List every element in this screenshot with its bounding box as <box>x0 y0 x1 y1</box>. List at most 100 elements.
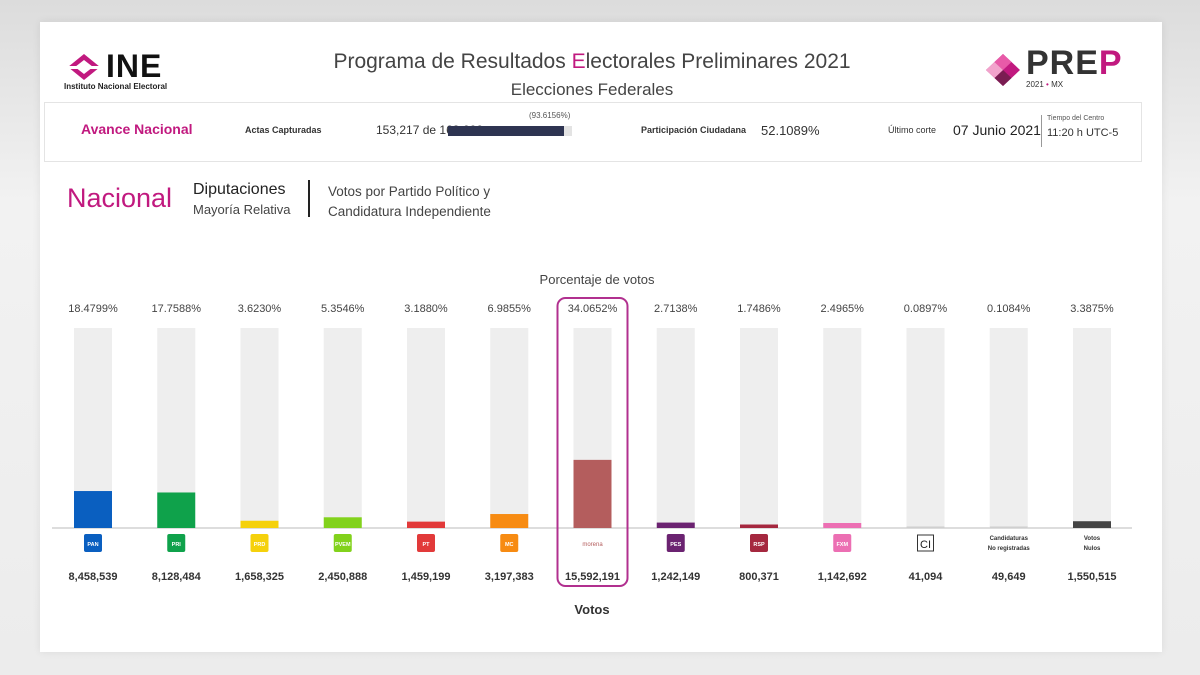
bar-track-pt <box>407 328 445 528</box>
party-label-pt: PT <box>422 542 430 548</box>
vote-count-pvem: 2,450,888 <box>318 571 367 583</box>
section-description-line2: Candidatura Independiente <box>328 204 491 219</box>
election-title[interactable]: Diputaciones <box>193 181 286 198</box>
bar-pan[interactable] <box>74 491 112 528</box>
vote-count-mc: 3,197,383 <box>485 571 534 583</box>
prep-logo-subtitle: 2021 • MX <box>1026 80 1063 89</box>
bar-track-rsp <box>740 328 778 528</box>
section-divider <box>308 180 310 217</box>
party-label-pan: PAN <box>87 542 98 548</box>
percent-label-fxm: 2.4965% <box>821 303 865 315</box>
election-type: Mayoría Relativa <box>193 202 291 217</box>
ine-logo-subtitle: Instituto Nacional Electoral <box>64 82 168 91</box>
party-label-pvem: PVEM <box>335 542 351 548</box>
bar-ci[interactable] <box>906 526 945 529</box>
status-bar: Avance Nacional Actas Capturadas 153,217… <box>44 102 1142 162</box>
vote-count-votos-nulos: 1,550,515 <box>1068 571 1117 583</box>
prep-logo-icon <box>986 54 1020 86</box>
chart-xlabel: Votos <box>574 602 609 617</box>
progress-percentage: (93.6156%) <box>529 111 571 120</box>
page-title-part1: Programa de Resultados <box>333 50 572 73</box>
bar-rsp[interactable] <box>740 524 778 528</box>
party-label-votos-nulos-line1: Votos <box>1084 536 1101 542</box>
ine-logo-text: INE <box>106 48 163 84</box>
percent-label-pri: 17.7588% <box>151 303 201 315</box>
scope-title: Nacional <box>67 183 173 213</box>
percent-label-votos-nulos: 3.3875% <box>1070 303 1114 315</box>
corte-value: 07 Junio 2021 <box>953 122 1041 138</box>
party-label-candidaturas-no-registradas-line2: No registradas <box>988 546 1031 552</box>
party-label-mc: MC <box>505 542 514 548</box>
prep-logo-text-b: P <box>1098 44 1123 82</box>
actas-label: Actas Capturadas <box>245 125 322 135</box>
highlight-frame-morena <box>556 297 629 587</box>
avance-nacional-label[interactable]: Avance Nacional <box>81 121 193 137</box>
percent-label-pan: 18.4799% <box>68 303 118 315</box>
bar-pri[interactable] <box>157 492 196 528</box>
vote-count-prd: 1,658,325 <box>235 571 284 583</box>
page-subtitle: Elecciones Federales <box>510 80 674 99</box>
party-label-fxm: FXM <box>836 542 848 548</box>
status-divider <box>1041 115 1042 147</box>
vote-count-fxm: 1,142,692 <box>818 571 867 583</box>
party-logo-pes[interactable] <box>666 534 685 552</box>
bar-pvem[interactable] <box>323 517 362 528</box>
bar-prd[interactable] <box>240 520 279 528</box>
bar-votos-nulos[interactable] <box>1073 521 1111 528</box>
percent-label-mc: 6.9855% <box>488 303 532 315</box>
party-label-prd: PRD <box>254 542 266 548</box>
actas-progress-bar <box>448 126 572 136</box>
vote-count-morena: 15,592,191 <box>565 571 620 583</box>
party-logo-ci[interactable] <box>917 534 934 552</box>
vote-count-candidaturas-no-registradas: 49,649 <box>992 571 1026 583</box>
percent-label-prd: 3.6230% <box>238 303 282 315</box>
percent-label-pvem: 5.3546% <box>321 303 365 315</box>
party-logo-fxm[interactable] <box>833 534 852 552</box>
party-label-ci: CI <box>920 539 931 551</box>
party-logo-rsp[interactable] <box>750 534 768 552</box>
bar-mc[interactable] <box>490 514 529 528</box>
bar-morena[interactable] <box>573 459 612 528</box>
timezone-value: 11:20 h UTC-5 <box>1047 127 1119 139</box>
section-description-line1: Votos por Partido Político y <box>328 184 491 199</box>
ine-logo[interactable]: INE Instituto Nacional Electoral <box>64 48 204 92</box>
chart-title: Porcentaje de votos <box>540 272 655 287</box>
percent-label-pt: 3.1880% <box>404 303 448 315</box>
bar-pt[interactable] <box>407 521 445 528</box>
bar-pes[interactable] <box>656 522 695 528</box>
bar-track-pes <box>656 328 695 528</box>
vote-count-pt: 1,459,199 <box>402 571 451 583</box>
party-label-rsp: RSP <box>753 542 765 548</box>
bar-track-votos-nulos <box>1073 328 1111 528</box>
vote-count-pan: 8,458,539 <box>69 571 118 583</box>
party-logo-pt[interactable] <box>417 534 435 552</box>
bar-track-prd <box>240 328 279 528</box>
party-logo-prd[interactable] <box>250 534 269 552</box>
party-logo-pan[interactable] <box>84 534 102 552</box>
timezone-label: Tiempo del Centro <box>1047 115 1105 122</box>
party-logo-pri[interactable] <box>167 534 186 552</box>
bar-fxm[interactable] <box>823 523 862 528</box>
percent-label-pes: 2.7138% <box>654 303 698 315</box>
percent-label-candidaturas-no-registradas: 0.1084% <box>987 303 1031 315</box>
party-label-votos-nulos-line2: Nulos <box>1084 546 1101 552</box>
prep-logo[interactable]: PREP 2021 • MX <box>982 44 1132 94</box>
bar-candidaturas-no-registradas[interactable] <box>989 526 1028 529</box>
prep-year: 2021 <box>1026 80 1044 89</box>
participacion-value: 52.1089% <box>761 123 820 138</box>
vote-count-pes: 1,242,149 <box>651 571 700 583</box>
page-title-part2: lectorales Preliminares 2021 <box>585 50 851 73</box>
percent-label-morena: 34.0652% <box>568 303 618 315</box>
bar-track-fxm <box>823 328 862 528</box>
party-logo-pvem[interactable] <box>333 534 352 552</box>
party-label-candidaturas-no-registradas-line1: Candidaturas <box>990 536 1029 542</box>
prep-dot: • <box>1046 80 1049 89</box>
party-label-pes: PES <box>670 542 681 548</box>
party-logo-mc[interactable] <box>500 534 519 552</box>
vote-count-ci: 41,094 <box>909 571 944 583</box>
vote-count-rsp: 800,371 <box>739 571 779 583</box>
ine-logo-icon <box>64 54 104 80</box>
bar-track-ci <box>906 328 945 528</box>
participacion-label: Participación Ciudadana <box>641 125 747 135</box>
